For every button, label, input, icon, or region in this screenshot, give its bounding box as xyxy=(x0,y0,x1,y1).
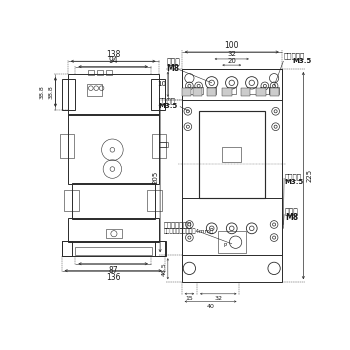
Text: P: P xyxy=(224,243,227,248)
Text: M8: M8 xyxy=(166,64,180,73)
Text: 225: 225 xyxy=(307,169,313,182)
Bar xyxy=(62,79,76,110)
Bar xyxy=(62,241,165,256)
Bar xyxy=(151,79,165,110)
Text: M8: M8 xyxy=(285,213,298,222)
Bar xyxy=(106,229,122,238)
Bar xyxy=(147,190,162,211)
Text: 38.8: 38.8 xyxy=(48,85,53,99)
Text: M3.5: M3.5 xyxy=(159,103,178,109)
Bar xyxy=(159,142,166,147)
Bar xyxy=(60,134,74,158)
Text: 40: 40 xyxy=(206,304,215,309)
Bar xyxy=(106,70,112,75)
Bar xyxy=(227,88,236,93)
Text: 主端子: 主端子 xyxy=(285,207,299,216)
Text: 20: 20 xyxy=(227,57,236,64)
Bar xyxy=(155,241,166,256)
Bar xyxy=(270,88,280,96)
Text: 138: 138 xyxy=(106,50,120,59)
Text: M3.5: M3.5 xyxy=(285,179,304,185)
Bar xyxy=(68,114,159,184)
Bar xyxy=(256,88,266,96)
Bar xyxy=(223,88,232,96)
Bar xyxy=(199,111,265,197)
Bar xyxy=(185,88,194,93)
Text: 38.8: 38.8 xyxy=(40,85,45,99)
Bar xyxy=(260,88,270,93)
Bar xyxy=(182,69,282,282)
Bar xyxy=(153,134,166,158)
Text: 94: 94 xyxy=(108,56,118,65)
Bar xyxy=(218,231,246,253)
Text: リセットボタン: リセットボタン xyxy=(164,222,192,228)
Text: （リセットストローク4mm）: （リセットストローク4mm） xyxy=(164,228,214,234)
Bar xyxy=(62,241,72,256)
Text: 15: 15 xyxy=(186,296,193,301)
Bar xyxy=(87,84,102,96)
Bar xyxy=(68,218,159,242)
Text: M3.5: M3.5 xyxy=(293,58,312,64)
Bar xyxy=(72,183,155,219)
Bar xyxy=(97,70,103,75)
Bar xyxy=(64,190,79,211)
Text: 補助端子: 補助端子 xyxy=(285,174,302,180)
Bar xyxy=(247,88,256,93)
Text: コイル端子: コイル端子 xyxy=(284,52,304,59)
Bar xyxy=(76,247,153,254)
Bar xyxy=(68,74,159,115)
Text: 205: 205 xyxy=(153,171,159,184)
Bar xyxy=(207,88,216,96)
Bar xyxy=(182,88,191,96)
Bar xyxy=(182,69,282,100)
Bar xyxy=(182,197,282,255)
Bar xyxy=(194,88,203,93)
Bar xyxy=(270,88,279,93)
Text: 100: 100 xyxy=(224,41,239,50)
Text: 46.5: 46.5 xyxy=(161,262,166,276)
Text: 87: 87 xyxy=(108,266,118,275)
Bar xyxy=(241,88,250,96)
Text: 補助端子: 補助端子 xyxy=(159,97,176,104)
Text: 32: 32 xyxy=(227,51,236,57)
Bar xyxy=(223,147,241,162)
Text: 主端子: 主端子 xyxy=(166,58,180,66)
Bar xyxy=(193,88,202,96)
Bar xyxy=(88,70,94,75)
Bar xyxy=(207,88,216,93)
Text: 32: 32 xyxy=(214,296,222,301)
Text: 136: 136 xyxy=(106,273,120,282)
Text: 10: 10 xyxy=(157,81,166,88)
